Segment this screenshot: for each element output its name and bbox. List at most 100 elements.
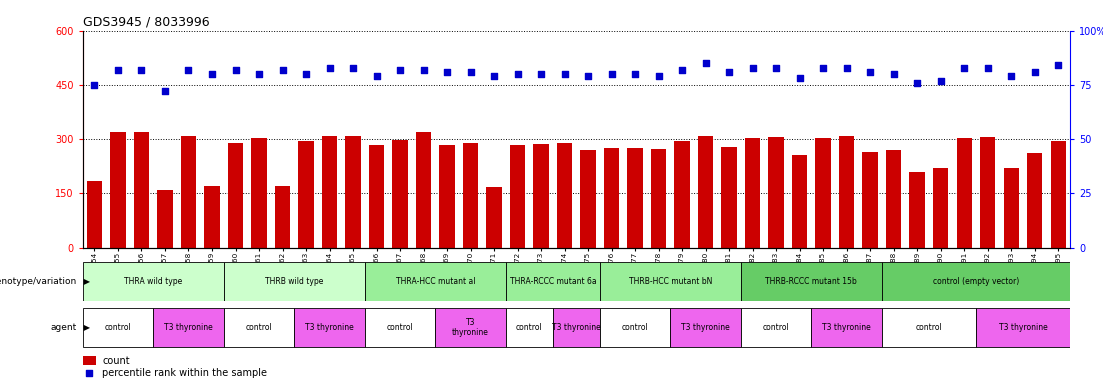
Bar — [882, 308, 976, 347]
Bar — [628, 148, 643, 248]
Point — [908, 80, 925, 86]
Text: THRB wild type: THRB wild type — [265, 277, 323, 286]
Point — [885, 71, 902, 77]
Text: control: control — [516, 323, 543, 332]
Bar — [439, 145, 454, 248]
Bar — [956, 139, 972, 248]
Point — [579, 73, 597, 79]
Bar — [910, 172, 924, 248]
Bar — [416, 132, 431, 248]
Point — [1026, 69, 1043, 75]
Point — [367, 73, 385, 79]
Bar — [979, 137, 995, 248]
Text: ▶: ▶ — [81, 323, 89, 332]
Text: agent: agent — [51, 323, 77, 332]
Point — [438, 69, 456, 75]
Bar — [345, 136, 361, 248]
Point — [932, 78, 950, 84]
Point — [768, 65, 785, 71]
Bar — [224, 308, 295, 347]
Bar — [224, 262, 365, 301]
Point — [814, 65, 832, 71]
Bar — [1050, 141, 1065, 248]
Bar — [83, 308, 153, 347]
Bar — [510, 146, 525, 248]
Point — [203, 71, 221, 77]
Bar — [133, 132, 149, 248]
Bar — [769, 137, 784, 248]
Text: T3 thyronine: T3 thyronine — [552, 323, 601, 332]
Point — [791, 75, 808, 81]
Bar — [110, 132, 126, 248]
Bar — [506, 308, 553, 347]
Point — [1003, 73, 1020, 79]
Text: control: control — [915, 323, 942, 332]
Point — [157, 88, 174, 94]
Text: control: control — [387, 323, 414, 332]
Point — [109, 67, 127, 73]
Bar — [534, 144, 548, 248]
Bar — [506, 262, 600, 301]
Text: THRB-RCCC mutant 15b: THRB-RCCC mutant 15b — [765, 277, 857, 286]
Bar — [580, 150, 596, 248]
Bar — [839, 136, 854, 248]
Text: control (empty vector): control (empty vector) — [933, 277, 1019, 286]
Bar — [368, 145, 384, 248]
Text: T3 thyronine: T3 thyronine — [998, 323, 1047, 332]
Point — [673, 67, 690, 73]
Bar — [863, 152, 878, 248]
Bar — [557, 143, 572, 248]
Point — [462, 69, 480, 75]
Bar — [1004, 168, 1019, 248]
Text: control: control — [622, 323, 649, 332]
Bar — [463, 143, 479, 248]
Bar — [674, 141, 689, 248]
Bar — [436, 308, 506, 347]
Bar — [299, 141, 313, 248]
Bar — [976, 308, 1070, 347]
Bar — [83, 356, 96, 366]
Bar — [393, 140, 408, 248]
Point — [132, 67, 150, 73]
Text: genotype/variation: genotype/variation — [0, 277, 77, 286]
Bar — [322, 136, 338, 248]
Point — [838, 65, 856, 71]
Bar — [158, 190, 173, 248]
Bar — [553, 308, 600, 347]
Bar — [671, 308, 741, 347]
Text: THRA-HCC mutant al: THRA-HCC mutant al — [396, 277, 475, 286]
Text: T3 thyronine: T3 thyronine — [682, 323, 730, 332]
Point — [556, 71, 574, 77]
Bar — [295, 308, 365, 347]
Bar — [651, 149, 666, 248]
Text: control: control — [105, 323, 131, 332]
Bar — [275, 186, 290, 248]
Point — [86, 82, 104, 88]
Bar — [604, 148, 619, 248]
Point — [978, 65, 996, 71]
Bar — [1027, 153, 1042, 248]
Bar — [600, 308, 671, 347]
Point — [485, 73, 503, 79]
Point — [1049, 62, 1067, 68]
Point — [227, 67, 245, 73]
Bar — [600, 262, 741, 301]
Point — [650, 73, 667, 79]
Point — [627, 71, 644, 77]
Point — [415, 67, 432, 73]
Point — [508, 71, 526, 77]
Point — [321, 65, 339, 71]
Bar — [365, 262, 506, 301]
Bar — [365, 308, 436, 347]
Point — [79, 370, 97, 376]
Text: T3 thyronine: T3 thyronine — [306, 323, 354, 332]
Point — [297, 71, 314, 77]
Bar — [251, 138, 267, 248]
Bar — [204, 186, 219, 248]
Point — [720, 69, 738, 75]
Point — [602, 71, 620, 77]
Bar — [153, 308, 224, 347]
Point — [697, 60, 715, 66]
Text: control: control — [763, 323, 790, 332]
Text: THRA-RCCC mutant 6a: THRA-RCCC mutant 6a — [510, 277, 596, 286]
